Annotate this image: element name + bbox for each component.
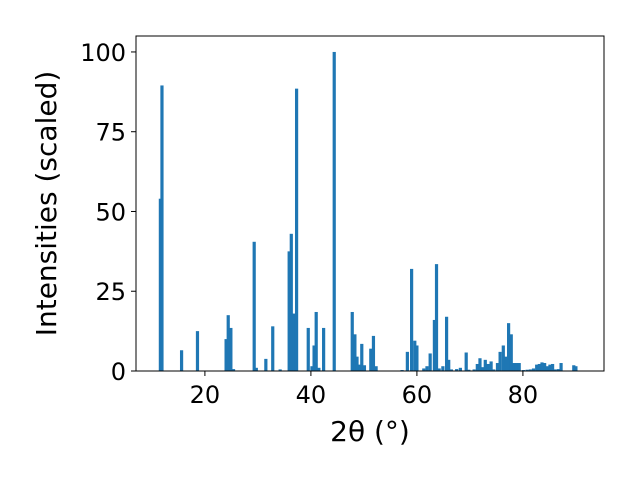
bar-2 bbox=[179, 350, 184, 371]
bar-35 bbox=[410, 268, 414, 371]
bar-81 bbox=[556, 369, 561, 371]
bar-77 bbox=[545, 366, 549, 371]
bar-31 bbox=[371, 335, 376, 371]
bar-76 bbox=[543, 363, 547, 371]
bar-80 bbox=[553, 369, 557, 371]
plot-frame bbox=[135, 35, 605, 372]
bar-26 bbox=[355, 356, 359, 371]
bar-17 bbox=[306, 327, 310, 371]
bar-29 bbox=[362, 365, 367, 371]
bar-60 bbox=[495, 363, 500, 371]
bar-22 bbox=[322, 327, 326, 371]
bar-27 bbox=[358, 364, 362, 371]
bar-25 bbox=[353, 334, 357, 371]
bar-11 bbox=[271, 326, 275, 371]
bar-7 bbox=[231, 369, 236, 371]
bar-57 bbox=[486, 363, 490, 371]
bar-48 bbox=[455, 369, 459, 371]
bar-79 bbox=[550, 363, 555, 371]
bar-62 bbox=[501, 345, 505, 371]
bar-28 bbox=[360, 343, 364, 371]
bar-50 bbox=[464, 352, 468, 371]
bar-52 bbox=[472, 369, 476, 371]
bar-46 bbox=[447, 359, 451, 371]
bar-44 bbox=[441, 366, 445, 371]
bar-61 bbox=[498, 351, 502, 371]
bar-47 bbox=[449, 369, 453, 371]
bar-59 bbox=[492, 369, 496, 371]
x-tick-label: 60 bbox=[402, 381, 433, 409]
bar-14 bbox=[289, 233, 293, 371]
bar-65 bbox=[509, 334, 513, 371]
bar-13 bbox=[287, 251, 291, 371]
y-tick-label: 0 bbox=[111, 358, 126, 386]
bar-64 bbox=[507, 323, 511, 371]
y-axis-label: Intensities (scaled) bbox=[30, 71, 63, 337]
bar-23 bbox=[332, 51, 336, 371]
y-tick-label: 50 bbox=[95, 198, 126, 226]
bar-5 bbox=[226, 315, 230, 371]
bar-67 bbox=[514, 363, 519, 371]
bar-3 bbox=[195, 331, 200, 371]
bar-36 bbox=[413, 340, 417, 371]
bar-83 bbox=[572, 365, 576, 371]
bar-10 bbox=[264, 358, 268, 371]
bars-group bbox=[158, 51, 578, 371]
bar-71 bbox=[528, 369, 532, 371]
bar-66 bbox=[512, 363, 516, 371]
bar-32 bbox=[374, 366, 378, 371]
bar-73 bbox=[535, 364, 539, 371]
bar-51 bbox=[467, 369, 471, 371]
bar-1 bbox=[160, 85, 164, 371]
bar-24 bbox=[350, 311, 354, 371]
bar-6 bbox=[229, 327, 233, 371]
bar-78 bbox=[548, 364, 552, 371]
x-axis-label: 2θ (°) bbox=[330, 415, 410, 448]
bar-42 bbox=[434, 264, 439, 371]
bar-74 bbox=[537, 363, 541, 371]
bar-15 bbox=[292, 313, 296, 371]
bar-43 bbox=[437, 368, 441, 371]
x-axis-ticks: 20 40 60 80 bbox=[190, 371, 539, 409]
bar-40 bbox=[428, 353, 432, 371]
bar-4 bbox=[224, 339, 228, 371]
bar-82 bbox=[559, 363, 563, 371]
bar-30 bbox=[369, 348, 373, 371]
y-tick-label: 75 bbox=[95, 119, 126, 147]
bar-56 bbox=[483, 359, 487, 371]
x-tick-label: 20 bbox=[190, 381, 221, 409]
bar-9 bbox=[254, 367, 258, 371]
bar-55 bbox=[481, 367, 485, 371]
bar-68 bbox=[517, 363, 521, 371]
bar-49 bbox=[458, 367, 462, 371]
bar-21 bbox=[317, 367, 321, 371]
bar-8 bbox=[252, 241, 256, 371]
bar-75 bbox=[540, 362, 544, 371]
bar-16 bbox=[294, 88, 299, 371]
bar-53 bbox=[475, 363, 479, 371]
bar-19 bbox=[312, 345, 316, 371]
bar-12 bbox=[278, 369, 282, 371]
y-tick-label: 100 bbox=[80, 39, 126, 67]
bar-72 bbox=[531, 368, 536, 371]
bar-54 bbox=[478, 358, 482, 371]
bar-38 bbox=[422, 368, 426, 371]
bar-39 bbox=[425, 366, 429, 371]
bar-18 bbox=[310, 366, 314, 371]
bar-20 bbox=[314, 311, 318, 371]
bar-84 bbox=[574, 366, 578, 371]
bar-34 bbox=[405, 351, 409, 371]
y-tick-label: 25 bbox=[95, 278, 126, 306]
x-tick-label: 40 bbox=[296, 381, 327, 409]
bar-70 bbox=[525, 369, 529, 371]
y-axis-ticks: 0 25 50 75 100 bbox=[80, 39, 136, 386]
bar-45 bbox=[444, 316, 449, 371]
bar-58 bbox=[489, 361, 493, 371]
bar-37 bbox=[415, 345, 419, 371]
x-tick-label: 80 bbox=[508, 381, 539, 409]
bar-63 bbox=[504, 356, 508, 371]
bar-41 bbox=[432, 319, 436, 371]
